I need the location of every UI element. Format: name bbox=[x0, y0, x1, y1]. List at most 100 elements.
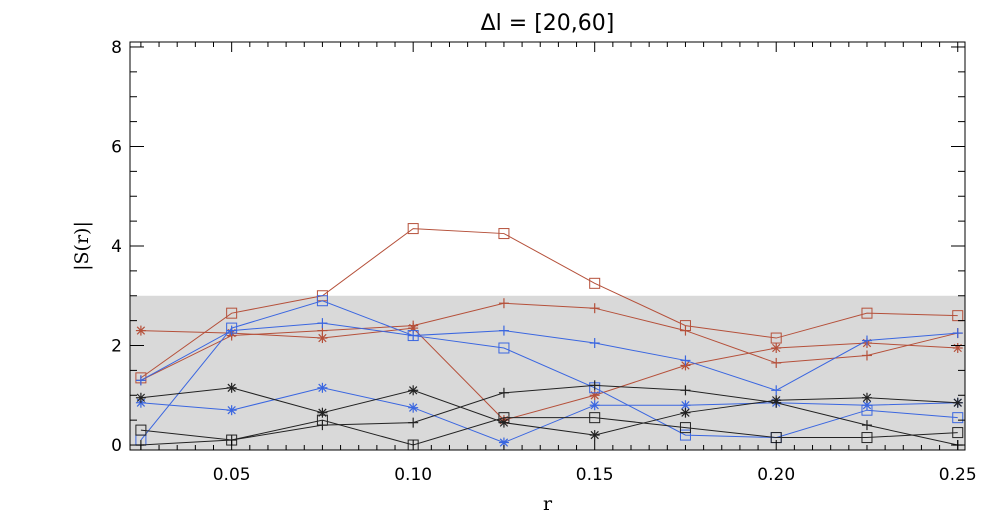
data-point-square bbox=[861, 307, 873, 319]
data-point-square bbox=[226, 307, 238, 319]
ast-d2 bbox=[227, 383, 236, 392]
data-point-square bbox=[589, 277, 601, 289]
shaded-band-layer bbox=[130, 295, 965, 450]
data-point-asterisk bbox=[861, 392, 872, 403]
data-point-square bbox=[679, 422, 691, 434]
series-line bbox=[140, 327, 958, 421]
data-point-plus bbox=[680, 355, 691, 366]
data-point-square bbox=[952, 310, 964, 322]
ast-d2 bbox=[318, 383, 327, 392]
data-point-asterisk bbox=[135, 392, 146, 403]
series-line bbox=[140, 417, 958, 446]
data-point-asterisk bbox=[680, 407, 691, 418]
ast-d2 bbox=[136, 326, 146, 335]
series-line bbox=[140, 384, 958, 446]
data-point-plus bbox=[135, 375, 146, 386]
data-point-asterisk bbox=[952, 397, 963, 408]
data-point-asterisk bbox=[952, 343, 963, 353]
data-point-plus bbox=[589, 303, 600, 314]
data-point-asterisk bbox=[226, 405, 237, 416]
ast-d2 bbox=[590, 430, 599, 440]
data-point-asterisk bbox=[226, 382, 237, 393]
y-tick-label: 0 bbox=[111, 436, 122, 456]
data-point-plus bbox=[498, 325, 509, 336]
data-point-plus bbox=[861, 350, 872, 361]
ast-d2 bbox=[681, 401, 690, 410]
data-point-asterisk bbox=[135, 325, 146, 336]
data-point-plus bbox=[861, 420, 872, 431]
series-line bbox=[140, 300, 958, 441]
y-axis-title: |S(r)| bbox=[71, 221, 93, 271]
data-point-square bbox=[861, 432, 873, 444]
data-point-asterisk bbox=[317, 382, 328, 393]
data-point-plus bbox=[317, 420, 328, 431]
data-point-square bbox=[135, 424, 147, 436]
data-point-plus bbox=[771, 357, 782, 368]
data-point-asterisk bbox=[589, 430, 600, 441]
data-point-square bbox=[952, 427, 964, 439]
x-tick-label: 0.10 bbox=[394, 465, 432, 485]
ast-d2 bbox=[862, 393, 872, 402]
data-point-asterisk bbox=[771, 395, 782, 406]
data-point-asterisk bbox=[589, 400, 600, 411]
ast-d2 bbox=[499, 438, 509, 447]
ast-d2 bbox=[590, 401, 599, 410]
data-point-plus bbox=[226, 325, 237, 336]
series-line bbox=[140, 387, 958, 436]
data-point-plus bbox=[498, 298, 509, 309]
ast-d2 bbox=[408, 386, 418, 395]
y-tick-label: 2 bbox=[111, 337, 122, 357]
x-axis-title: r bbox=[543, 493, 553, 515]
data-point-asterisk bbox=[408, 385, 419, 396]
ast-d2 bbox=[227, 406, 236, 415]
series-black-asterisk bbox=[135, 382, 963, 441]
ast-d2 bbox=[318, 333, 327, 343]
data-point-square bbox=[952, 412, 964, 424]
data-point-asterisk bbox=[317, 407, 328, 418]
data-point-asterisk bbox=[589, 390, 600, 401]
data-point-plus bbox=[408, 417, 419, 428]
ast-d2 bbox=[862, 401, 872, 410]
ast-d2 bbox=[136, 393, 146, 402]
data-point-asterisk bbox=[408, 402, 419, 413]
data-point-square bbox=[679, 429, 691, 441]
y-tick-label: 8 bbox=[111, 38, 122, 58]
data-point-plus bbox=[952, 328, 963, 339]
series-black-square bbox=[135, 412, 964, 451]
data-point-asterisk bbox=[317, 333, 328, 344]
data-point-square bbox=[498, 342, 510, 354]
data-point-asterisk bbox=[771, 343, 782, 353]
series-line bbox=[140, 228, 958, 379]
ast-d2 bbox=[681, 408, 690, 417]
ast-d2 bbox=[953, 398, 962, 407]
x-tick-label: 0.05 bbox=[213, 465, 251, 485]
ast-d2 bbox=[772, 343, 781, 353]
data-point-plus bbox=[771, 385, 782, 396]
data-point-plus bbox=[589, 338, 600, 349]
data-point-plus bbox=[680, 385, 691, 396]
series-layer bbox=[135, 223, 964, 451]
data-point-plus bbox=[589, 380, 600, 391]
data-point-square bbox=[589, 412, 601, 424]
series-line bbox=[140, 302, 958, 381]
data-point-square bbox=[316, 295, 328, 307]
data-point-plus bbox=[861, 335, 872, 346]
series-line bbox=[140, 387, 958, 444]
y-tick-label: 6 bbox=[111, 137, 122, 157]
chart-title: Δl = [20,60] bbox=[481, 11, 615, 36]
ast-d2 bbox=[408, 403, 418, 412]
data-point-square bbox=[407, 223, 419, 235]
data-point-plus bbox=[680, 325, 691, 336]
data-point-plus bbox=[408, 330, 419, 341]
series-blue-plus bbox=[135, 318, 963, 396]
shaded-band bbox=[130, 295, 965, 450]
ticks-layer: 0.05 0.10 0.15 0.20 0.25 0 2 4 6 8 bbox=[111, 38, 976, 485]
x-tick-label: 0.20 bbox=[757, 465, 795, 485]
ast-d2 bbox=[499, 418, 509, 427]
data-point-square bbox=[498, 228, 510, 240]
x-tick-label: 0.15 bbox=[576, 465, 614, 485]
data-point-asterisk bbox=[498, 417, 509, 428]
ast-d2 bbox=[772, 396, 781, 405]
